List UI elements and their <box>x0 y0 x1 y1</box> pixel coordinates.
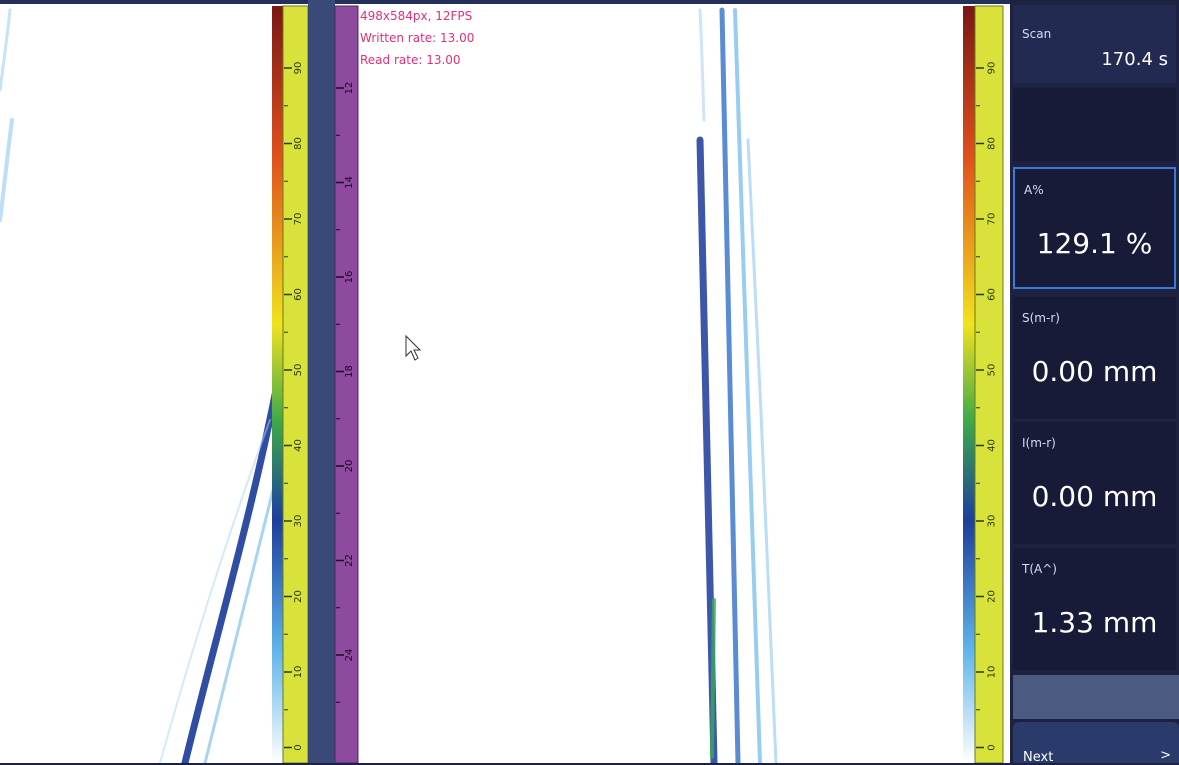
ruler-label: 20 <box>344 460 355 473</box>
ruler-label: 90 <box>987 62 998 75</box>
ruler-label: 60 <box>987 288 998 301</box>
scan-tile: Scan 170.4 s <box>1013 5 1176 83</box>
ruler-label: 0 <box>293 744 304 750</box>
overlay-text: Read rate: 13.00 <box>360 53 461 67</box>
top-bar <box>0 0 1010 4</box>
tile-value: 170.4 s <box>1101 49 1168 70</box>
ruler-label: 22 <box>344 554 355 567</box>
reading-tile: I(m-r) 0.00 mm <box>1013 422 1176 544</box>
overlay-text: 498x584px, 12FPS <box>360 9 472 23</box>
tile-label: Scan <box>1022 27 1051 41</box>
tile-label: T(A^) <box>1022 562 1057 576</box>
ruler-label: 30 <box>987 515 998 528</box>
button-icon: > <box>1160 748 1171 763</box>
tile-value: 0.00 mm <box>1013 355 1176 388</box>
ruler-label: 70 <box>293 213 304 226</box>
ruler-label: 10 <box>987 666 998 679</box>
ruler-label: 40 <box>987 439 998 452</box>
overlay-text: Written rate: 13.00 <box>360 31 474 45</box>
ruler-label: 80 <box>293 137 304 150</box>
ruler-label: 10 <box>293 666 304 679</box>
color-scale <box>963 6 975 763</box>
reading-tile: T(A^) 1.33 mm <box>1013 548 1176 670</box>
ruler-label: 16 <box>344 271 355 284</box>
empty-tile <box>1013 88 1176 161</box>
overlay-info: 498x584px, 12FPS Written rate: 13.00 Rea… <box>360 9 474 67</box>
ruler-label: 20 <box>987 590 998 603</box>
color-scale <box>272 6 283 763</box>
ruler-label: 30 <box>293 515 304 528</box>
reading-tile: A% 129.1 % <box>1013 167 1176 289</box>
scan-view: 90 80 70 60 50 40 30 20 10 0 12 14 16 18 20 22 24 90 80 70 6… <box>0 0 1010 763</box>
ruler-label: 24 <box>344 649 355 662</box>
reading-tile: S(m-r) 0.00 mm <box>1013 297 1176 419</box>
tile-value: 129.1 % <box>1015 227 1174 260</box>
ruler-label: 18 <box>344 365 355 378</box>
ruler-label: 12 <box>344 82 355 95</box>
spacer <box>1013 675 1179 719</box>
ruler-label: 20 <box>293 590 304 603</box>
ruler-label: 60 <box>293 288 304 301</box>
screen: 90 80 70 60 50 40 30 20 10 0 12 14 16 18 20 22 24 90 80 70 6… <box>0 0 1179 763</box>
tile-label: A% <box>1024 183 1044 197</box>
tile-value: 0.00 mm <box>1013 480 1176 513</box>
tile-label: I(m-r) <box>1022 436 1056 450</box>
tile-value: 1.33 mm <box>1013 606 1176 639</box>
next-button[interactable]: Next > <box>1013 722 1179 763</box>
ruler-label: 80 <box>987 137 998 150</box>
background <box>0 0 1010 763</box>
ruler-label: 14 <box>344 176 355 189</box>
ruler-label: 40 <box>293 439 304 452</box>
ruler-label: 0 <box>987 744 998 750</box>
ruler-label: 90 <box>293 62 304 75</box>
ruler-label: 70 <box>987 213 998 226</box>
tile-label: S(m-r) <box>1022 311 1060 325</box>
ruler-label: 50 <box>293 364 304 377</box>
ruler-gap <box>308 0 335 763</box>
amplitude-ruler <box>975 6 1003 763</box>
ruler-label: 50 <box>987 364 998 377</box>
amplitude-ruler <box>283 6 308 763</box>
